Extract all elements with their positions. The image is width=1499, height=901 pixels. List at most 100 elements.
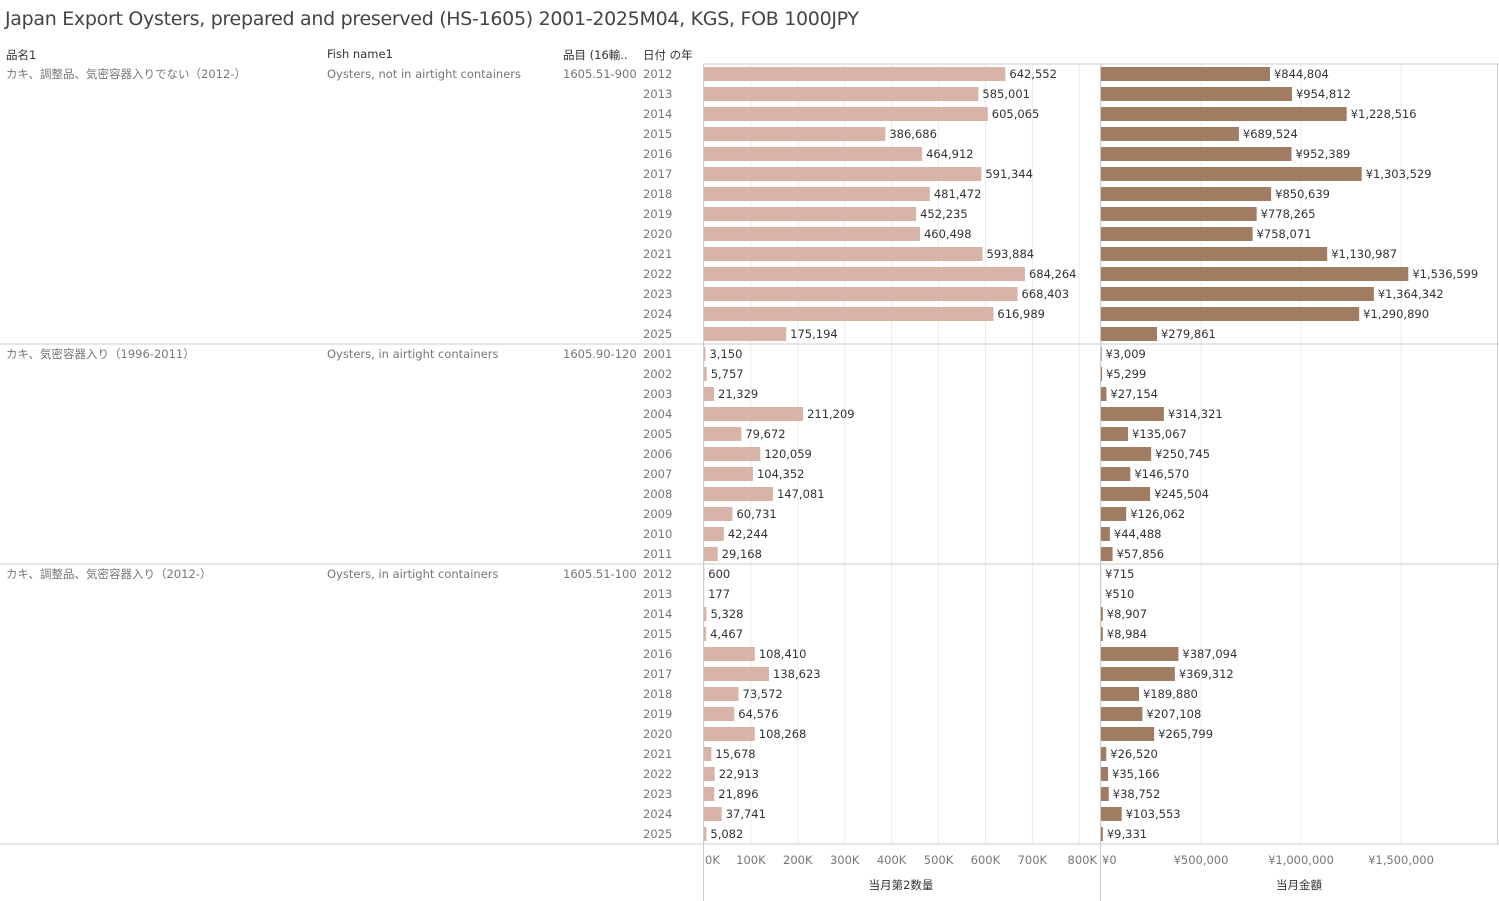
- value-bar[interactable]: [1101, 547, 1113, 561]
- value-bar[interactable]: [1101, 447, 1152, 461]
- qty-bar[interactable]: [704, 387, 715, 401]
- qty-bar[interactable]: [704, 267, 1025, 281]
- qty-bar[interactable]: [704, 247, 983, 261]
- value-bar[interactable]: [1101, 827, 1103, 841]
- qty-label: 642,552: [1009, 67, 1057, 81]
- value-bar[interactable]: [1101, 287, 1374, 301]
- year-label: 2018: [643, 187, 672, 201]
- value-bar[interactable]: [1101, 687, 1139, 701]
- qty-bar[interactable]: [704, 327, 787, 341]
- qty-bar[interactable]: [704, 427, 742, 441]
- qty-bar[interactable]: [704, 307, 994, 321]
- qty-bar[interactable]: [704, 287, 1018, 301]
- value-bar[interactable]: [1101, 467, 1131, 481]
- value-bar[interactable]: [1101, 747, 1107, 761]
- qty-bar[interactable]: [704, 447, 761, 461]
- value-bar[interactable]: [1101, 487, 1151, 501]
- qty-bar[interactable]: [704, 547, 718, 561]
- qty-bar[interactable]: [704, 607, 707, 621]
- value-label: ¥1,364,342: [1378, 287, 1444, 301]
- value-bar[interactable]: [1101, 247, 1328, 261]
- qty-label: 15,678: [715, 747, 755, 761]
- column-header-fish-name[interactable]: Fish name1: [327, 47, 393, 61]
- qty-bar[interactable]: [704, 627, 707, 641]
- year-label: 2021: [643, 247, 672, 261]
- value-bar[interactable]: [1101, 427, 1129, 441]
- value-label: ¥57,856: [1117, 547, 1165, 561]
- qty-label: 60,731: [736, 507, 776, 521]
- value-bar[interactable]: [1101, 647, 1179, 661]
- qty-bar[interactable]: [704, 687, 739, 701]
- value-bar[interactable]: [1101, 227, 1253, 241]
- value-bar[interactable]: [1101, 787, 1109, 801]
- value-bar[interactable]: [1101, 667, 1175, 681]
- year-label: 2013: [643, 587, 672, 601]
- value-bar[interactable]: [1101, 147, 1292, 161]
- value-bar[interactable]: [1101, 707, 1143, 721]
- value-bar[interactable]: [1101, 507, 1127, 521]
- qty-label: 177: [708, 587, 730, 601]
- qty-label: 591,344: [985, 167, 1033, 181]
- qty-bar[interactable]: [704, 347, 706, 361]
- column-header-code[interactable]: 品目 (16輸..: [563, 48, 628, 62]
- qty-bar[interactable]: [704, 467, 753, 481]
- qty-bar[interactable]: [704, 667, 770, 681]
- value-bar[interactable]: [1101, 527, 1110, 541]
- qty-bar[interactable]: [704, 827, 707, 841]
- qty-label: 42,244: [728, 527, 768, 541]
- qty-bar[interactable]: [704, 147, 923, 161]
- qty-label: 593,884: [987, 247, 1035, 261]
- year-label: 2015: [643, 127, 672, 141]
- qty-bar[interactable]: [704, 187, 930, 201]
- value-bar[interactable]: [1101, 187, 1272, 201]
- value-bar[interactable]: [1101, 767, 1109, 781]
- value-bar[interactable]: [1101, 127, 1239, 141]
- qty-bar[interactable]: [704, 67, 1006, 81]
- column-header-year[interactable]: 日付 の年: [643, 48, 693, 62]
- value-bar[interactable]: [1101, 727, 1155, 741]
- year-label: 2018: [643, 687, 672, 701]
- qty-bar[interactable]: [704, 767, 715, 781]
- qty-bar[interactable]: [704, 507, 733, 521]
- qty-bar[interactable]: [704, 727, 755, 741]
- value-bar[interactable]: [1101, 67, 1270, 81]
- qty-bar[interactable]: [704, 707, 735, 721]
- value-bar[interactable]: [1101, 807, 1122, 821]
- qty-bar[interactable]: [704, 527, 724, 541]
- qty-bar[interactable]: [704, 107, 988, 121]
- qty-bar[interactable]: [704, 227, 920, 241]
- value-bar[interactable]: [1101, 87, 1292, 101]
- value-bar[interactable]: [1101, 407, 1164, 421]
- year-label: 2002: [643, 367, 672, 381]
- qty-bar[interactable]: [704, 747, 712, 761]
- year-label: 2023: [643, 787, 672, 801]
- value-label: ¥3,009: [1106, 347, 1146, 361]
- value-bar[interactable]: [1101, 347, 1102, 361]
- value-bar[interactable]: [1101, 107, 1347, 121]
- qty-bar[interactable]: [704, 807, 722, 821]
- value-bar[interactable]: [1101, 267, 1409, 281]
- qty-bar[interactable]: [704, 787, 715, 801]
- qty-bar[interactable]: [704, 487, 773, 501]
- qty-bar[interactable]: [704, 127, 886, 141]
- qty-axis-title: 当月第2数量: [869, 878, 934, 892]
- qty-label: 64,576: [738, 707, 778, 721]
- qty-bar[interactable]: [704, 167, 982, 181]
- value-bar[interactable]: [1101, 387, 1107, 401]
- qty-bar[interactable]: [704, 207, 917, 221]
- qty-bar[interactable]: [704, 407, 804, 421]
- value-bar[interactable]: [1101, 307, 1360, 321]
- value-bar[interactable]: [1101, 167, 1362, 181]
- value-bar[interactable]: [1101, 627, 1103, 641]
- value-bar[interactable]: [1101, 607, 1103, 621]
- value-bar[interactable]: [1101, 367, 1103, 381]
- qty-bar[interactable]: [704, 647, 755, 661]
- qty-bar[interactable]: [704, 87, 979, 101]
- column-header-name[interactable]: 品名1: [6, 48, 37, 62]
- qty-bar[interactable]: [704, 367, 707, 381]
- chart-title: Japan Export Oysters, prepared and prese…: [5, 8, 859, 30]
- value-bar[interactable]: [1101, 207, 1257, 221]
- year-label: 2012: [643, 567, 672, 581]
- value-bar[interactable]: [1101, 327, 1157, 341]
- qty-label: 481,472: [934, 187, 982, 201]
